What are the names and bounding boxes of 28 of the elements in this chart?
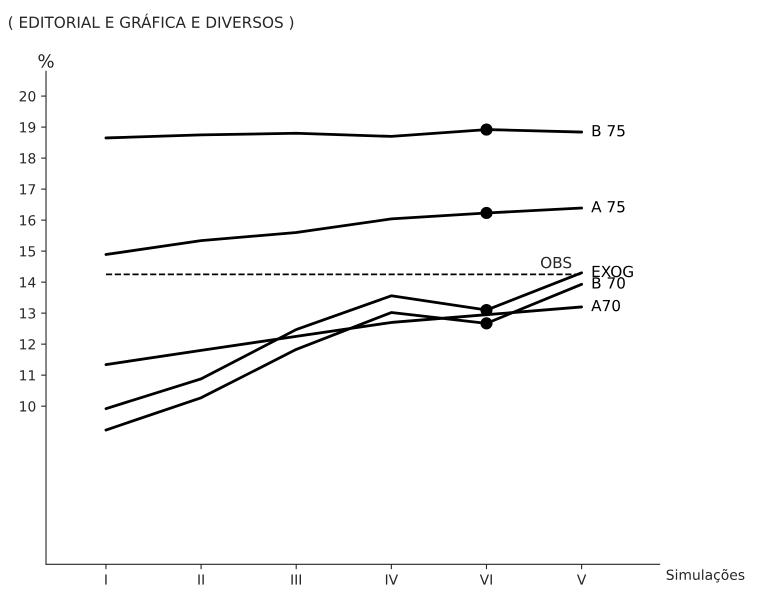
y-tick-label: 16 [20,215,36,226]
y-axis-title: % [38,54,54,68]
y-tick-label: 19 [20,122,36,133]
y-tick-label: 10 [20,401,36,412]
y-tick-label: 12 [20,339,35,350]
y-tick-label: 17 [20,184,36,194]
line-series [104,206,583,256]
x-tick-label: III [291,574,301,585]
y-tick-label: 15 [20,246,36,257]
series-label: B 75 [592,125,625,136]
line-series [104,282,583,432]
series-label: B 70 [592,277,625,289]
x-tick-label: IV [386,574,398,585]
y-tick-label: 11 [20,370,36,380]
x-tick-label: V [576,574,586,585]
y-tick-label: 14 [20,277,36,288]
chart-title: ( EDITORIAL E GRÁFICA E DIVERSOS ) [8,14,294,30]
y-tick-label: 13 [20,308,36,319]
series-label: EXOG [592,266,633,278]
x-tick-label: II [198,574,204,585]
y-tick-label: 20 [20,91,36,102]
ref-line-label: OBS [541,256,572,268]
x-axis-title: Simulações [666,569,744,582]
x-tick-label: VI [480,574,492,585]
series-label: A70 [591,300,620,312]
x-tick-label: I [105,574,107,585]
series-label: A 75 [591,201,625,212]
y-tick-label: 18 [20,153,36,164]
